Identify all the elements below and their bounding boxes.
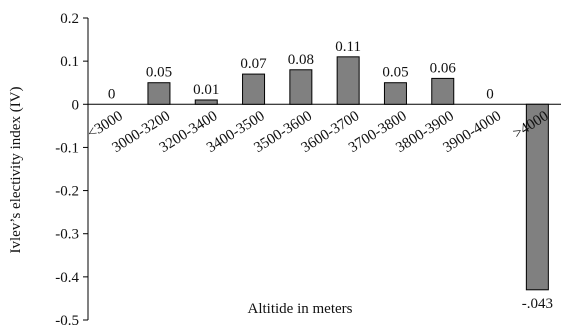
bar — [383, 82, 407, 105]
value-label: 0.07 — [240, 56, 267, 72]
bar — [242, 73, 266, 105]
y-tick-label: -0.5 — [55, 313, 79, 329]
y-tick-label: 0.1 — [60, 54, 79, 70]
y-tick-label: 0 — [72, 97, 80, 113]
value-label: 0 — [108, 86, 116, 102]
value-label: -.043 — [522, 296, 553, 312]
value-label: 0.08 — [288, 52, 314, 68]
value-label: 0.06 — [430, 60, 457, 76]
value-label: 0.05 — [382, 65, 408, 81]
bar — [431, 77, 455, 105]
x-axis-title: Altitide in meters — [248, 301, 353, 317]
y-tick-label: -0.1 — [55, 140, 79, 156]
y-tick-label: -0.2 — [55, 184, 79, 200]
value-label: 0.01 — [193, 82, 219, 98]
y-tick-label: -0.4 — [55, 270, 79, 286]
y-tick-label: 0.2 — [60, 11, 79, 27]
bar — [194, 99, 218, 105]
y-tick-label: -0.3 — [55, 227, 79, 243]
bar — [525, 103, 549, 291]
value-label: 0 — [486, 86, 494, 102]
bar — [336, 56, 360, 105]
bar — [289, 69, 313, 105]
bar — [147, 82, 171, 105]
value-label: 0.11 — [335, 39, 361, 55]
value-label: 0.05 — [146, 65, 172, 81]
y-axis-title: Ivlev’s electivity index (IV) — [8, 86, 24, 253]
